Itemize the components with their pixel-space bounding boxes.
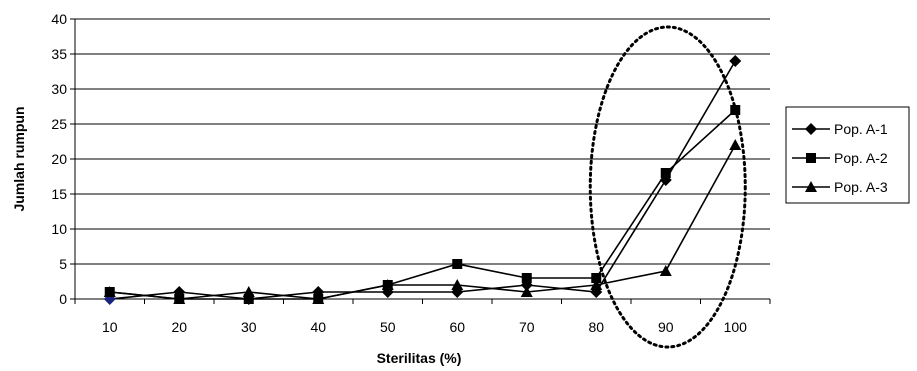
series-line bbox=[109, 60, 736, 300]
x-tick-labels: 10 20 30 40 50 60 70 80 90 100 bbox=[102, 319, 747, 335]
y-tick-label: 0 bbox=[59, 291, 67, 307]
x-tick-label: 30 bbox=[241, 319, 257, 335]
data-point bbox=[103, 286, 116, 297]
data-point bbox=[591, 273, 602, 283]
annotation-layer bbox=[588, 25, 747, 349]
legend-item: Pop. A-1 bbox=[792, 121, 888, 137]
data-point bbox=[243, 294, 254, 304]
y-tick-label: 10 bbox=[51, 221, 67, 237]
series-2 bbox=[104, 105, 741, 304]
x-tick-label: 20 bbox=[171, 319, 187, 335]
y-tick-label: 30 bbox=[51, 81, 67, 97]
series-1 bbox=[103, 55, 742, 305]
data-point bbox=[590, 279, 603, 290]
x-tick-label: 100 bbox=[724, 319, 748, 335]
series-layer bbox=[103, 55, 742, 305]
x-tick-label: 90 bbox=[658, 319, 674, 335]
grid-lines bbox=[75, 18, 770, 265]
data-point bbox=[312, 293, 325, 304]
y-tick-labels: 0 5 10 15 20 25 30 35 40 bbox=[51, 11, 67, 307]
data-point bbox=[729, 55, 742, 67]
data-point bbox=[242, 286, 255, 297]
legend: Pop. A-1 Pop. A-2 Pop. A-3 bbox=[785, 106, 910, 204]
legend-marker bbox=[805, 181, 817, 192]
y-tick-label: 35 bbox=[51, 46, 67, 62]
y-axis-title: Jumlah rumpun bbox=[11, 106, 27, 211]
y-tick-label: 40 bbox=[51, 11, 67, 27]
data-point bbox=[381, 279, 394, 290]
x-axis-title: Sterilitas (%) bbox=[377, 350, 462, 366]
data-point bbox=[660, 168, 671, 178]
y-tick-label: 25 bbox=[51, 116, 67, 132]
legend-marker bbox=[806, 153, 816, 163]
data-point bbox=[452, 259, 463, 269]
series-line bbox=[109, 144, 736, 300]
legend-label: Pop. A-2 bbox=[834, 150, 888, 166]
x-tick-label: 70 bbox=[519, 319, 535, 335]
data-point bbox=[659, 265, 672, 276]
x-tick-label: 60 bbox=[449, 319, 465, 335]
legend-marker bbox=[805, 123, 817, 135]
highlight-ellipse bbox=[588, 25, 747, 349]
data-point bbox=[729, 139, 742, 150]
y-tick-label: 20 bbox=[51, 151, 67, 167]
legend-label: Pop. A-1 bbox=[834, 121, 888, 137]
x-tick-label: 40 bbox=[310, 319, 326, 335]
legend-item: Pop. A-2 bbox=[792, 150, 888, 166]
y-tick-label: 15 bbox=[51, 186, 67, 202]
axes bbox=[70, 18, 771, 304]
x-tick-label: 80 bbox=[588, 319, 604, 335]
y-tick-label: 5 bbox=[59, 256, 67, 272]
data-point bbox=[173, 293, 186, 304]
series-line bbox=[109, 109, 736, 300]
data-point bbox=[451, 279, 464, 290]
series-3 bbox=[103, 139, 742, 304]
legend-label: Pop. A-3 bbox=[834, 179, 888, 195]
data-point bbox=[520, 286, 533, 297]
x-tick-label: 50 bbox=[380, 319, 396, 335]
legend-item: Pop. A-3 bbox=[792, 179, 888, 195]
data-point bbox=[521, 273, 532, 283]
x-tick-label: 10 bbox=[102, 319, 118, 335]
